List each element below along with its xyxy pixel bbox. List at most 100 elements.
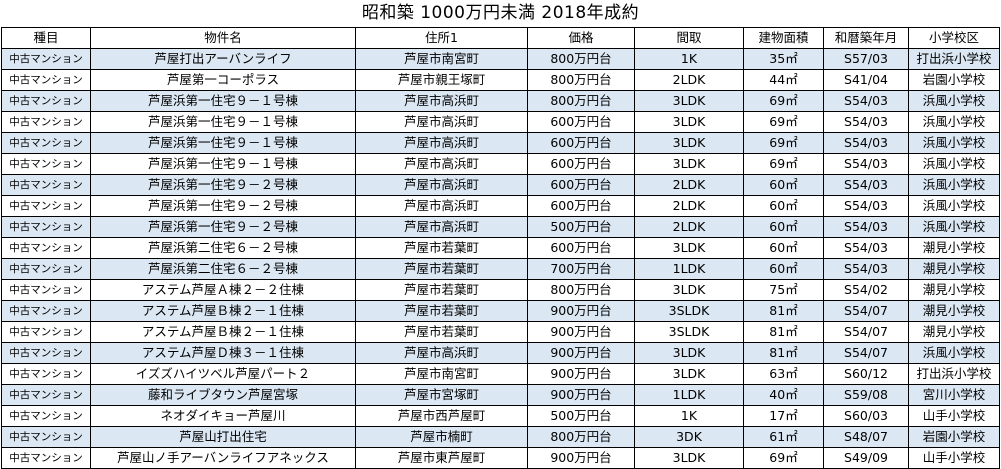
header-address: 住所1 [355, 27, 528, 49]
cell-property-name: 芦屋浜第一住宅９－１号棟 [90, 111, 356, 133]
cell-floor-area: 60㎡ [743, 216, 824, 238]
cell-school-district: 潮見小学校 [908, 300, 1000, 322]
cell-built-date: S49/09 [823, 447, 909, 469]
cell-floor-area: 35㎡ [743, 48, 824, 70]
cell-type: 中古マンション [1, 195, 91, 217]
cell-address: 芦屋市高浜町 [355, 195, 528, 217]
cell-price: 800万円台 [527, 279, 635, 301]
cell-floor-area: 63㎡ [743, 363, 824, 385]
table-row: 中古マンション イズズハイツベル芦屋パート２ 芦屋市南宮町 900万円台 3LDK 63㎡… [1, 363, 1000, 385]
cell-address: 芦屋市高浜町 [355, 132, 528, 154]
header-price: 価格 [527, 27, 635, 49]
header-built-date: 和暦築年月 [823, 27, 909, 49]
cell-layout: 3LDK [634, 153, 744, 175]
cell-floor-area: 81㎡ [743, 321, 824, 343]
cell-type: 中古マンション [1, 447, 91, 469]
cell-layout: 3LDK [634, 279, 744, 301]
cell-price: 900万円台 [527, 321, 635, 343]
cell-floor-area: 69㎡ [743, 153, 824, 175]
cell-address: 芦屋市若葉町 [355, 258, 528, 280]
cell-built-date: S60/03 [823, 405, 909, 427]
cell-address: 芦屋市高浜町 [355, 342, 528, 364]
cell-built-date: S54/07 [823, 300, 909, 322]
cell-school-district: 浜風小学校 [908, 132, 1000, 154]
cell-address: 芦屋市南宮町 [355, 363, 528, 385]
table-row: 中古マンション アステム芦屋Ｂ棟２－１住棟 芦屋市若葉町 900万円台 3SLDK 81㎡… [1, 321, 1000, 343]
cell-price: 500万円台 [527, 405, 635, 427]
cell-school-district: 浜風小学校 [908, 153, 1000, 175]
cell-built-date: S54/03 [823, 195, 909, 217]
cell-built-date: S54/03 [823, 90, 909, 112]
cell-type: 中古マンション [1, 90, 91, 112]
cell-property-name: イズズハイツベル芦屋パート２ [90, 363, 356, 385]
cell-property-name: 芦屋浜第一住宅９－２号棟 [90, 216, 356, 238]
table-row: 中古マンション 芦屋浜第一住宅９－２号棟 芦屋市高浜町 600万円台 2LDK 60㎡ S5… [1, 174, 1000, 196]
cell-property-name: ネオダイキョー芦屋川 [90, 405, 356, 427]
cell-floor-area: 60㎡ [743, 237, 824, 259]
cell-address: 芦屋市若葉町 [355, 279, 528, 301]
cell-school-district: 潮見小学校 [908, 258, 1000, 280]
cell-layout: 3DK [634, 426, 744, 448]
cell-built-date: S54/03 [823, 153, 909, 175]
cell-price: 900万円台 [527, 384, 635, 406]
cell-address: 芦屋市楠町 [355, 426, 528, 448]
cell-price: 800万円台 [527, 426, 635, 448]
cell-type: 中古マンション [1, 279, 91, 301]
table-row: 中古マンション 芦屋浜第二住宅６－２号棟 芦屋市若葉町 700万円台 1LDK 60㎡ S5… [1, 258, 1000, 280]
table-row: 中古マンション ネオダイキョー芦屋川 芦屋市西芦屋町 500万円台 1K 17㎡ S60/0… [1, 405, 1000, 427]
cell-price: 600万円台 [527, 153, 635, 175]
cell-school-district: 山手小学校 [908, 405, 1000, 427]
cell-property-name: 芦屋浜第二住宅６－２号棟 [90, 258, 356, 280]
cell-layout: 2LDK [634, 195, 744, 217]
table-row: 中古マンション 芦屋浜第一住宅９－１号棟 芦屋市高浜町 600万円台 3LDK 69㎡ S5… [1, 153, 1000, 175]
table-row: 中古マンション 芦屋打出アーバンライフ 芦屋市南宮町 800万円台 1K 35㎡ S57/0… [1, 48, 1000, 70]
cell-property-name: 芦屋打出アーバンライフ [90, 48, 356, 70]
cell-layout: 1K [634, 48, 744, 70]
cell-floor-area: 44㎡ [743, 69, 824, 91]
cell-layout: 3LDK [634, 111, 744, 133]
cell-school-district: 岩園小学校 [908, 69, 1000, 91]
cell-type: 中古マンション [1, 300, 91, 322]
cell-price: 600万円台 [527, 195, 635, 217]
cell-school-district: 浜風小学校 [908, 342, 1000, 364]
cell-floor-area: 81㎡ [743, 300, 824, 322]
cell-layout: 1K [634, 405, 744, 427]
cell-type: 中古マンション [1, 258, 91, 280]
cell-type: 中古マンション [1, 48, 91, 70]
cell-floor-area: 69㎡ [743, 90, 824, 112]
cell-property-name: アステム芦屋Ｂ棟２－１住棟 [90, 300, 356, 322]
sheet-title: 昭和築 1000万円未満 2018年成約 [361, 3, 640, 23]
cell-layout: 1LDK [634, 384, 744, 406]
cell-built-date: S54/07 [823, 321, 909, 343]
cell-built-date: S54/03 [823, 174, 909, 196]
cell-type: 中古マンション [1, 363, 91, 385]
header-floor-area: 建物面積 [743, 27, 824, 49]
cell-school-district: 打出浜小学校 [908, 48, 1000, 70]
cell-property-name: 芦屋浜第一住宅９－１号棟 [90, 132, 356, 154]
cell-school-district: 岩園小学校 [908, 426, 1000, 448]
cell-property-name: 芦屋浜第一住宅９－２号棟 [90, 195, 356, 217]
cell-layout: 3SLDK [634, 300, 744, 322]
cell-type: 中古マンション [1, 237, 91, 259]
cell-layout: 3LDK [634, 342, 744, 364]
cell-layout: 1LDK [634, 258, 744, 280]
cell-property-name: 芦屋第一コーポラス [90, 69, 356, 91]
cell-floor-area: 69㎡ [743, 447, 824, 469]
cell-built-date: S57/03 [823, 48, 909, 70]
cell-school-district: 浜風小学校 [908, 174, 1000, 196]
cell-price: 500万円台 [527, 216, 635, 238]
header-property-name: 物件名 [90, 27, 356, 49]
cell-property-name: 芦屋浜第一住宅９－２号棟 [90, 174, 356, 196]
cell-property-name: 芦屋浜第二住宅６－２号棟 [90, 237, 356, 259]
cell-price: 900万円台 [527, 363, 635, 385]
cell-address: 芦屋市若葉町 [355, 237, 528, 259]
cell-school-district: 浜風小学校 [908, 216, 1000, 238]
cell-type: 中古マンション [1, 69, 91, 91]
cell-address: 芦屋市高浜町 [355, 153, 528, 175]
cell-address: 芦屋市若葉町 [355, 321, 528, 343]
cell-built-date: S54/03 [823, 132, 909, 154]
cell-price: 900万円台 [527, 447, 635, 469]
cell-price: 600万円台 [527, 174, 635, 196]
cell-property-name: アステム芦屋Ｂ棟２－１住棟 [90, 321, 356, 343]
cell-floor-area: 60㎡ [743, 195, 824, 217]
